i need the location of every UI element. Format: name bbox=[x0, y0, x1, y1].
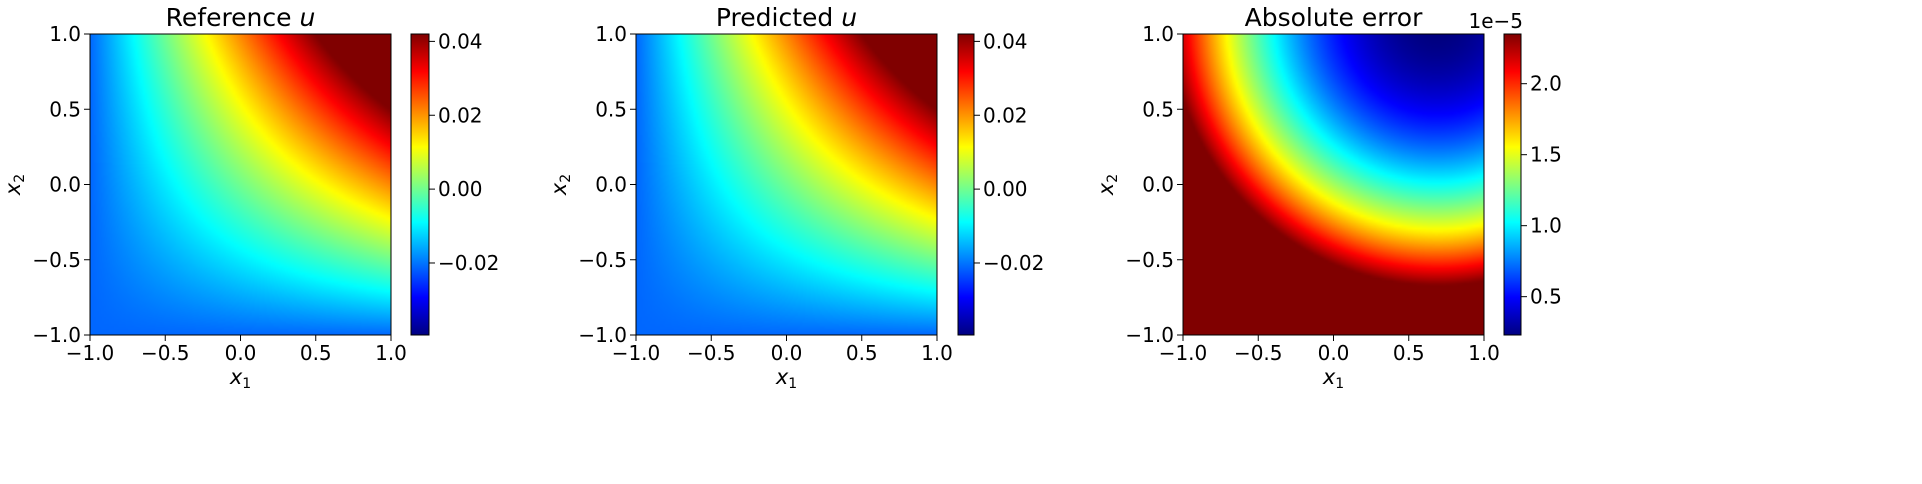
x-tick-label: 0.0 bbox=[1318, 341, 1350, 365]
x-tick-label: −0.5 bbox=[687, 341, 736, 365]
y-tick-label: 1.0 bbox=[1142, 22, 1174, 46]
y-tick-label: 1.0 bbox=[595, 22, 627, 46]
x-axis-label: x1 bbox=[229, 365, 251, 392]
x-tick-label: −1.0 bbox=[66, 341, 115, 365]
x-axis-label-sub: 1 bbox=[1335, 376, 1344, 392]
subplot-3: Absolute error −1.0 −0.5 0.0 0.5 1.0 −1.0 −0.5 0… bbox=[1094, 3, 1562, 392]
colorbar bbox=[1504, 34, 1521, 335]
x-tick-label: 0.5 bbox=[846, 341, 878, 365]
x-axis-label-var: x bbox=[775, 365, 789, 389]
y-tick-label: 0.0 bbox=[49, 173, 81, 197]
colorbar-offset-label: 1e−5 bbox=[1468, 9, 1523, 33]
y-axis-label: x2 bbox=[1, 174, 28, 196]
x-tick-label: 0.5 bbox=[1393, 341, 1425, 365]
x-axis-label: x1 bbox=[1322, 365, 1344, 392]
colorbar-frame bbox=[957, 33, 975, 336]
colorbar-tick-label: 1.5 bbox=[1530, 143, 1562, 167]
y-tick-label: −1.0 bbox=[32, 323, 81, 347]
x-tick-label: −0.5 bbox=[141, 341, 190, 365]
chart-title: Absolute error bbox=[1245, 3, 1423, 32]
chart-title-text: Reference bbox=[166, 3, 300, 32]
colorbar-tick-label: 1.0 bbox=[1530, 214, 1562, 238]
y-tick-label: 1.0 bbox=[49, 22, 81, 46]
colorbar-frame bbox=[1503, 33, 1522, 336]
colorbar bbox=[411, 34, 429, 335]
chart-title: Predicted u bbox=[716, 3, 857, 32]
y-tick-label: −0.5 bbox=[1125, 248, 1174, 272]
y-axis-label-var: x bbox=[1, 182, 25, 196]
y-tick-label: −1.0 bbox=[1125, 323, 1174, 347]
x-axis-label-var: x bbox=[1322, 365, 1336, 389]
x-tick-label: 0.5 bbox=[300, 341, 332, 365]
heatmap-image bbox=[636, 34, 937, 335]
y-tick-label: 0.0 bbox=[1142, 173, 1174, 197]
y-tick-label: 0.5 bbox=[1142, 97, 1174, 121]
x-axis-label-var: x bbox=[229, 365, 243, 389]
colorbar-tick-label: 0.02 bbox=[983, 103, 1028, 127]
y-tick-label: 0.5 bbox=[49, 97, 81, 121]
colorbar-tick-label: 0.00 bbox=[983, 177, 1028, 201]
x-tick-label: 1.0 bbox=[375, 341, 407, 365]
x-axis-label: x1 bbox=[775, 365, 797, 392]
colorbar-tick-label: 0.00 bbox=[438, 177, 483, 201]
x-tick-label: 0.0 bbox=[771, 341, 803, 365]
colorbar-tick-label: 2.0 bbox=[1530, 72, 1562, 96]
x-axis-label-sub: 1 bbox=[242, 376, 251, 392]
y-axis-label: x2 bbox=[547, 174, 574, 196]
x-tick-label: −0.5 bbox=[1234, 341, 1283, 365]
x-tick-label: 1.0 bbox=[1468, 341, 1500, 365]
y-tick-label: −0.5 bbox=[578, 248, 627, 272]
x-tick-label: −1.0 bbox=[612, 341, 661, 365]
chart-title-variable: u bbox=[299, 3, 315, 32]
colorbar bbox=[958, 34, 974, 335]
x-tick-label: −1.0 bbox=[1159, 341, 1208, 365]
y-tick-label: −0.5 bbox=[32, 248, 81, 272]
colorbar-frame bbox=[410, 33, 430, 336]
x-axis-label-sub: 1 bbox=[788, 376, 797, 392]
y-axis-label-var: x bbox=[547, 182, 571, 196]
colorbar-tick-label: 0.02 bbox=[438, 103, 483, 127]
subplot-1: Reference u−1.0 −0.5 0.0 0.5 1.0−1.0−0.50.00… bbox=[1, 3, 499, 392]
y-axis-label: x2 bbox=[1094, 174, 1121, 196]
heatmap-image bbox=[90, 34, 391, 335]
y-tick-label: −1.0 bbox=[578, 323, 627, 347]
colorbar-tick-label: 0.04 bbox=[438, 29, 483, 53]
x-tick-label: 0.0 bbox=[225, 341, 257, 365]
y-axis-label-sub: 2 bbox=[12, 174, 28, 183]
colorbar-tick-label: −0.02 bbox=[438, 251, 499, 275]
chart-title-text: Absolute error bbox=[1245, 3, 1423, 32]
colorbar-tick-label: 0.04 bbox=[983, 29, 1028, 53]
y-tick-label: 0.0 bbox=[595, 173, 627, 197]
x-tick-label: 1.0 bbox=[921, 341, 953, 365]
subplot-2: Predicted u−1.0 −0.5 0.0 0.5 1.0−1.0−0.50.00… bbox=[547, 3, 1044, 392]
y-axis-label-sub: 2 bbox=[558, 174, 574, 183]
chart-title: Reference u bbox=[166, 3, 316, 32]
chart-title-text: Predicted bbox=[716, 3, 841, 32]
colorbar-tick-label: 0.5 bbox=[1530, 285, 1562, 309]
y-tick-label: 0.5 bbox=[595, 97, 627, 121]
chart-title-variable: u bbox=[841, 3, 857, 32]
y-axis-label-var: x bbox=[1094, 182, 1118, 196]
y-axis-label-sub: 2 bbox=[1105, 174, 1121, 183]
colorbar-tick-label: −0.02 bbox=[983, 251, 1044, 275]
heatmap-image bbox=[1183, 34, 1484, 335]
